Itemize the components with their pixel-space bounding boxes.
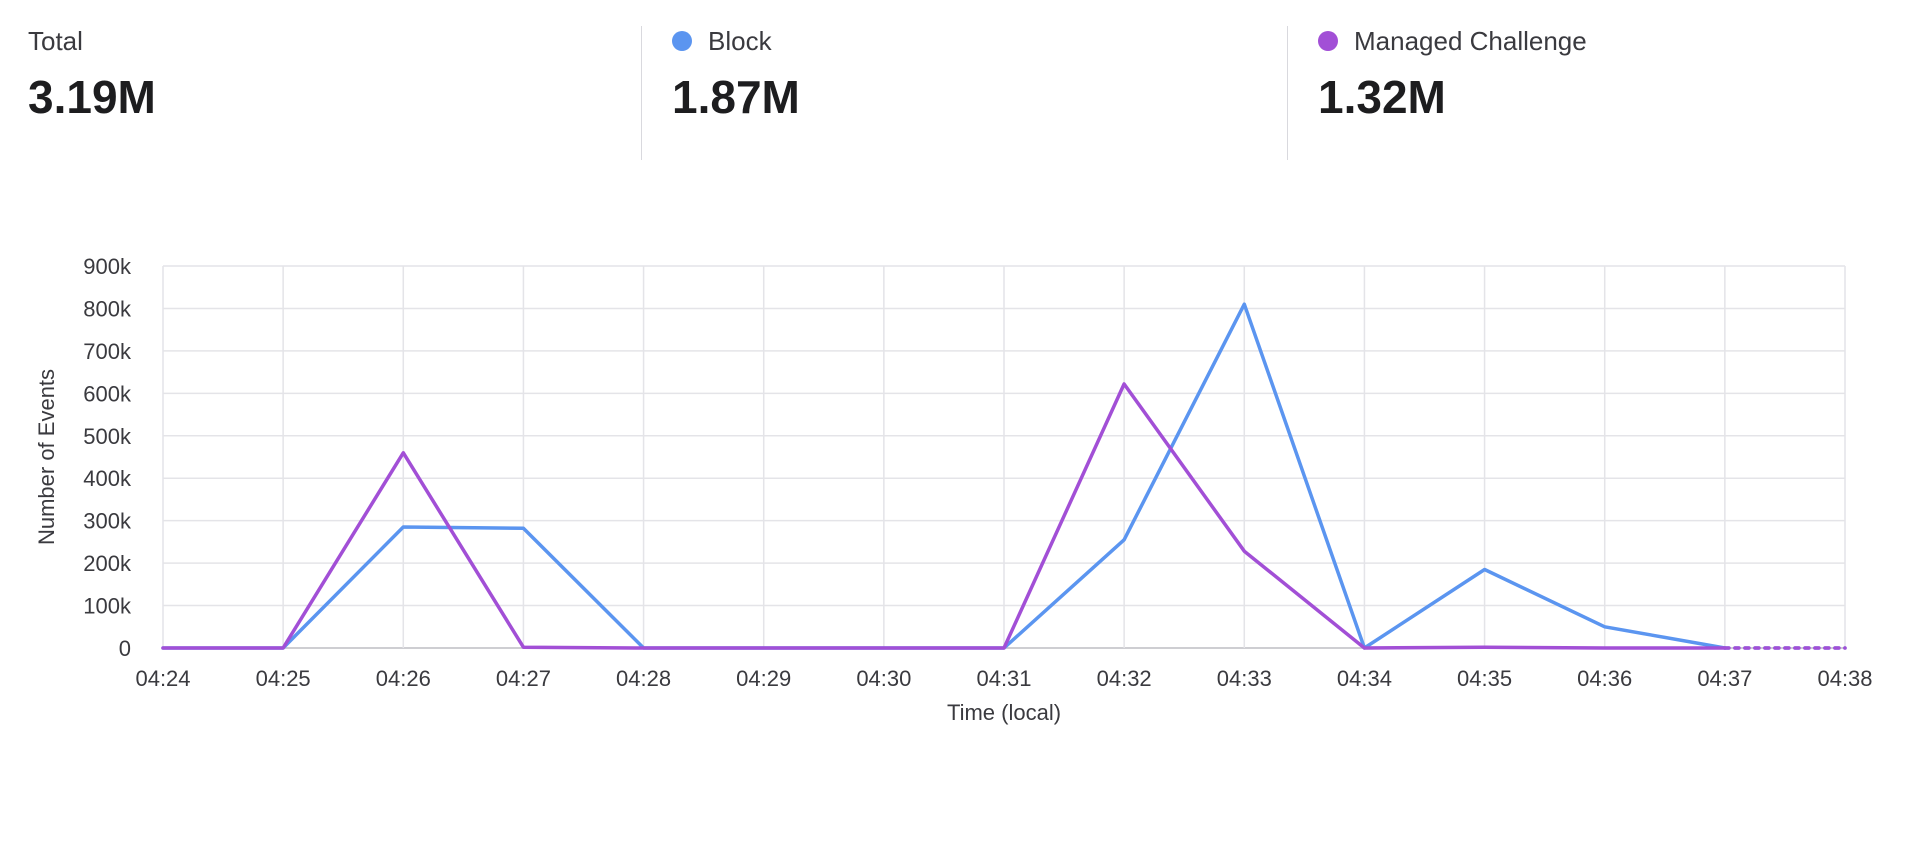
x-tick-label: 04:25	[256, 666, 311, 691]
x-tick-label: 04:28	[616, 666, 671, 691]
y-tick-label: 600k	[83, 381, 132, 406]
y-tick-label: 700k	[83, 339, 132, 364]
stat-managed-challenge-value: 1.32M	[1318, 71, 1446, 123]
y-tick-label: 800k	[83, 296, 132, 321]
x-tick-label: 04:38	[1817, 666, 1872, 691]
x-tick-label: 04:24	[135, 666, 190, 691]
stat-divider	[1287, 26, 1288, 160]
series-line-block	[161, 302, 1727, 650]
x-tick-label: 04:34	[1337, 666, 1392, 691]
x-tick-label: 04:29	[736, 666, 791, 691]
stats-summary: Total 3.19M Block 1.87M Managed Challeng…	[0, 0, 1920, 160]
stat-block-value: 1.87M	[672, 71, 800, 123]
stat-block-label: Block	[672, 24, 800, 58]
stat-total-label: Total	[28, 24, 156, 58]
stat-managed-challenge-label: Managed Challenge	[1318, 24, 1587, 58]
y-tick-label: 0	[119, 636, 131, 661]
stat-block-label-text: Block	[708, 25, 772, 56]
block-legend-dot-icon	[672, 31, 692, 51]
y-tick-label: 900k	[83, 254, 132, 279]
y-axis-ticks: 0 100k 200k 300k 400k 500k 600k 700k 800k 900k	[83, 254, 132, 661]
stat-block[interactable]: Block 1.87M	[672, 24, 800, 160]
chart-grid	[162, 265, 1846, 649]
x-tick-label: 04:30	[856, 666, 911, 691]
x-tick-label: 04:35	[1457, 666, 1512, 691]
stat-total-label-text: Total	[28, 25, 83, 56]
events-line-chart[interactable]: 0 100k 200k 300k 400k 500k 600k 700k 800k 900k 04…	[0, 160, 1920, 868]
stat-total-value: 3.19M	[28, 71, 156, 123]
x-tick-label: 04:26	[376, 666, 431, 691]
x-axis-ticks: 04:24 04:25 04:26 04:27 04:28 04:29 04:30 04:31…	[135, 666, 1872, 691]
x-axis-title: Time (local)	[947, 700, 1061, 725]
x-tick-label: 04:36	[1577, 666, 1632, 691]
y-tick-label: 300k	[83, 509, 132, 534]
stat-total: Total 3.19M	[28, 24, 156, 160]
stat-managed-challenge[interactable]: Managed Challenge 1.32M	[1318, 24, 1587, 160]
y-tick-label: 200k	[83, 551, 132, 576]
y-axis-title: Number of Events	[34, 369, 59, 545]
x-tick-label: 04:33	[1217, 666, 1272, 691]
y-tick-label: 500k	[83, 424, 132, 449]
stat-divider	[641, 26, 642, 160]
x-tick-label: 04:27	[496, 666, 551, 691]
stat-managed-challenge-label-text: Managed Challenge	[1354, 25, 1587, 56]
y-tick-label: 100k	[83, 594, 132, 619]
managed-challenge-legend-dot-icon	[1318, 31, 1338, 51]
chart-series	[161, 302, 1847, 650]
x-tick-label: 04:37	[1697, 666, 1752, 691]
series-line-managed-challenge	[161, 382, 1727, 650]
y-tick-label: 400k	[83, 466, 132, 491]
x-tick-label: 04:31	[976, 666, 1031, 691]
x-tick-label: 04:32	[1097, 666, 1152, 691]
